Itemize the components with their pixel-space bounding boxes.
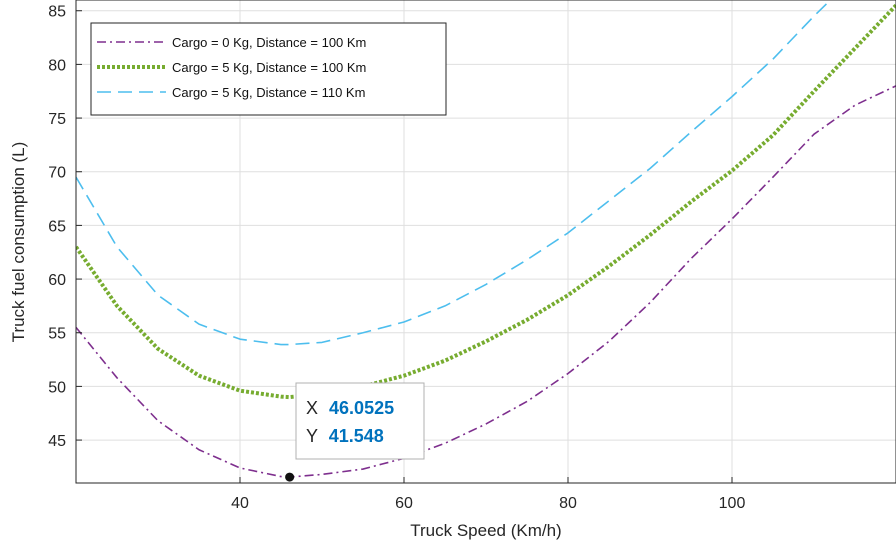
series-line-2 bbox=[76, 3, 896, 400]
series-line-3 bbox=[76, 0, 832, 346]
datatip-y-value: 41.548 bbox=[329, 426, 384, 446]
datatip-marker bbox=[285, 472, 295, 482]
grid-lines bbox=[76, 0, 896, 483]
datatip-box bbox=[295, 382, 425, 460]
y-tick-label: 70 bbox=[48, 165, 66, 182]
x-tick-label: 60 bbox=[395, 495, 413, 512]
x-tick-label: 40 bbox=[231, 495, 249, 512]
legend-label-2: Cargo = 5 Kg, Distance = 100 Km bbox=[172, 60, 366, 75]
y-axis-label: Truck fuel consumption (L) bbox=[9, 142, 28, 343]
svg-text:Y 41.548: Y 41.548 bbox=[306, 426, 384, 446]
legend-label-1: Cargo = 0 Kg, Distance = 100 Km bbox=[172, 35, 366, 50]
legend-label-3: Cargo = 5 Kg, Distance = 110 Km bbox=[172, 85, 365, 100]
x-tick-label: 100 bbox=[719, 495, 746, 512]
svg-text:X 46.0525: X 46.0525 bbox=[306, 398, 394, 418]
datatip-y-label: Y bbox=[306, 426, 318, 446]
datatip-x-label: X bbox=[306, 398, 318, 418]
plot-area-border bbox=[75, 0, 896, 484]
y-axis-ticks: 45 50 55 60 65 70 75 80 85 bbox=[48, 4, 82, 450]
datatip: X 46.0525 Y 41.548 bbox=[285, 382, 425, 482]
series-layer bbox=[76, 0, 896, 478]
x-axis-ticks: 40 60 80 100 bbox=[231, 477, 745, 512]
series-line-1 bbox=[76, 85, 896, 478]
y-tick-label: 55 bbox=[48, 326, 66, 343]
y-tick-label: 75 bbox=[48, 111, 66, 128]
legend-box bbox=[90, 22, 447, 116]
datatip-x-value: 46.0525 bbox=[329, 398, 394, 418]
y-tick-label: 50 bbox=[48, 379, 66, 396]
y-tick-label: 60 bbox=[48, 272, 66, 289]
x-axis-label: Truck Speed (Km/h) bbox=[410, 521, 561, 540]
x-tick-label: 80 bbox=[559, 495, 577, 512]
legend: Cargo = 0 Kg, Distance = 100 Km Cargo = 5… bbox=[90, 22, 447, 116]
y-tick-label: 45 bbox=[48, 433, 66, 450]
y-tick-label: 80 bbox=[48, 57, 66, 74]
y-tick-label: 65 bbox=[48, 218, 66, 235]
y-tick-label: 85 bbox=[48, 4, 66, 21]
